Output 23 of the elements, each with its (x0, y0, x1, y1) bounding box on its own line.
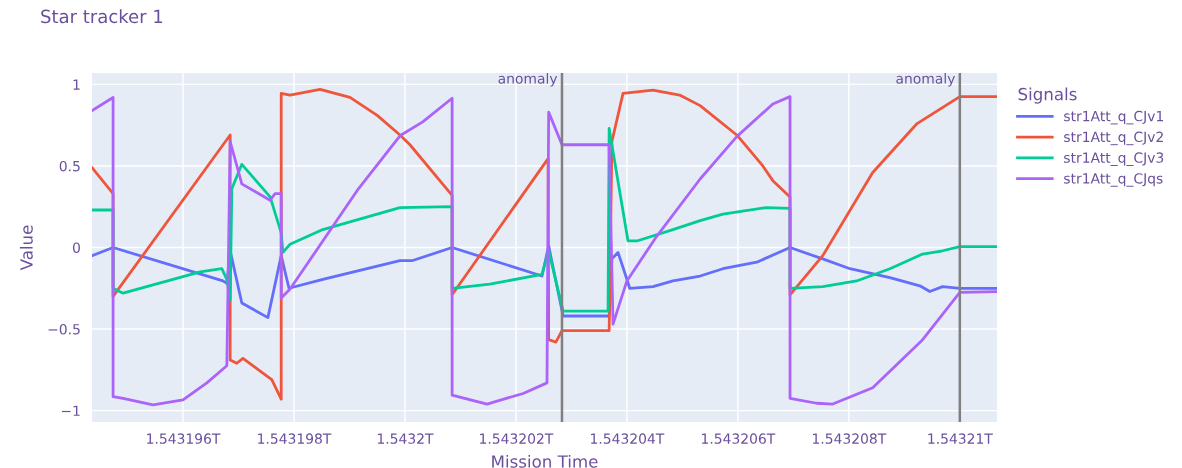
x-tick-label: 1.5432T (377, 433, 434, 444)
x-tick-label: 1.54321T (928, 433, 993, 444)
y-tick-label: 0.5 (59, 160, 80, 172)
legend-label: str1Att_q_CJv1 (1064, 110, 1163, 125)
y-axis-title: Value (19, 225, 33, 271)
x-tick-label: 1.543206T (702, 433, 776, 444)
y-tick-label: −1 (61, 405, 80, 416)
legend-label: str1Att_q_CJqs (1064, 173, 1163, 187)
legend-label: str1Att_q_CJv3 (1064, 152, 1164, 166)
x-tick-label: 1.543208T (813, 433, 887, 444)
x-axis-title: Mission Time (492, 454, 598, 468)
y-tick-label: 1 (73, 79, 80, 90)
ref-line-label: anomaly (498, 73, 558, 87)
chart-title: Star tracker 1 (41, 9, 163, 24)
x-tick-label: 1.543202T (480, 433, 554, 444)
y-tick-label: 0 (72, 242, 80, 253)
x-tick-label: 1.543196T (147, 433, 221, 444)
x-tick-label: 1.543198T (258, 433, 332, 444)
x-tick-label: 1.543204T (591, 433, 665, 444)
legend-title: Signals (1018, 87, 1077, 104)
legend-label: str1Att_q_CJv2 (1064, 131, 1163, 146)
ref-line-label: anomaly (896, 73, 955, 87)
y-tick-label: −0.5 (48, 324, 80, 335)
